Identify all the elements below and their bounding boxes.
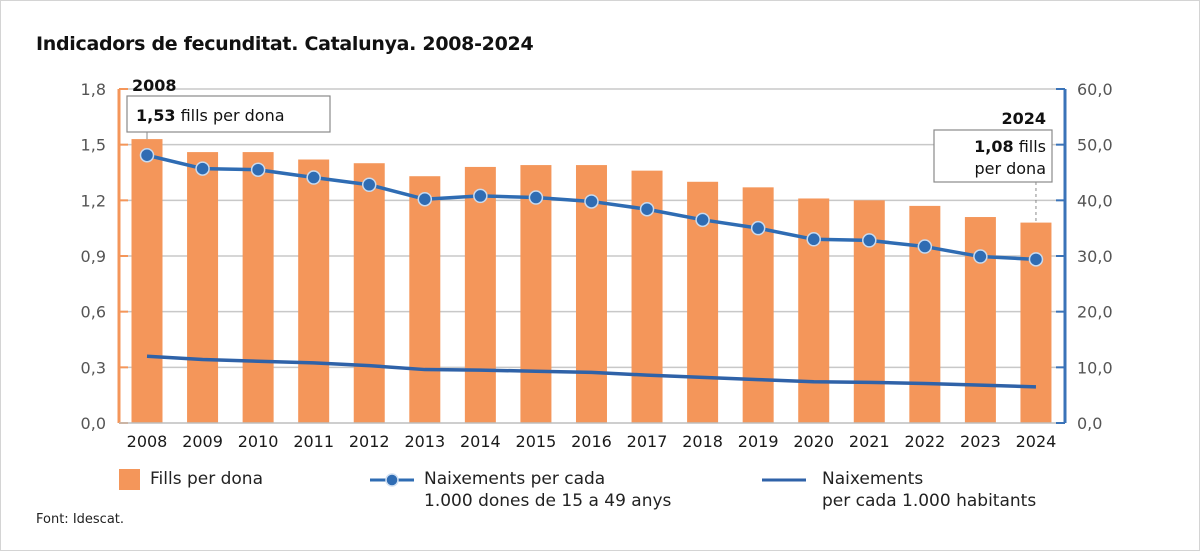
dot-births-per-women	[806, 232, 821, 247]
axes: 0,0 0,3 0,6 0,9 1,2 1,5 1,8 0,0 10,0 20,0 30,0 40,0…	[81, 80, 1113, 451]
dot-births-per-women	[1028, 252, 1044, 267]
dot-births-per-women	[584, 194, 599, 209]
x-tick-label: 2023	[960, 432, 1001, 451]
annotation-box-2008	[126, 95, 331, 133]
dot-births-per-women	[139, 147, 155, 163]
x-tick-label: 2021	[849, 432, 890, 451]
legend-item-births-women: Naixements per cada 1.000 dones de 15 a …	[424, 468, 671, 512]
legend-swatch-fills	[119, 469, 140, 490]
dot-births-per-women	[417, 191, 433, 207]
bar-fills-per-dona	[409, 176, 441, 423]
right-axis-tick-label: 20,0	[1077, 303, 1113, 322]
chart-title: Indicadors de fecunditat. Catalunya. 200…	[36, 33, 534, 55]
right-axis-tick-label: 0,0	[1077, 414, 1102, 433]
legend-marker-line-plain	[762, 478, 806, 482]
right-axis-tick-label: 60,0	[1077, 80, 1113, 99]
legend-label-births-women-1: Naixements per cada	[424, 469, 606, 489]
dot-births-per-women	[528, 190, 544, 205]
line-series	[139, 147, 1044, 389]
bar-series	[131, 139, 1052, 424]
right-axis-tick-label: 10,0	[1077, 358, 1113, 377]
annotation-value-2008: 1,53	[136, 106, 175, 125]
dot-births-per-women	[750, 220, 766, 236]
x-tick-label: 2022	[904, 432, 945, 451]
bar-fills-per-dona	[242, 152, 274, 424]
right-axis-tick-label: 40,0	[1077, 191, 1113, 210]
annotation-text-2008: 1,53 fills per dona	[136, 106, 285, 125]
legend-label-fills: Fills per dona	[150, 469, 263, 489]
x-tick-label: 2008	[127, 432, 168, 451]
annotation-year-2008: 2008	[132, 76, 177, 95]
bar-fills-per-dona	[964, 217, 996, 423]
bar-fills-per-dona	[353, 163, 385, 423]
right-axis-tick-label: 50,0	[1077, 136, 1113, 155]
x-tick-label: 2018	[682, 432, 723, 451]
source-note: Font: Idescat.	[36, 512, 125, 527]
annotation-label-2008: fills per dona	[175, 106, 284, 125]
annotation-text-2024-line2: per dona	[974, 159, 1046, 178]
right-axis-tick-label: 30,0	[1077, 247, 1113, 266]
x-tick-label: 2016	[571, 432, 612, 451]
left-axis-tick-label: 1,8	[81, 80, 106, 99]
x-tick-label: 2019	[738, 432, 779, 451]
annotation-year-2024: 2024	[1001, 109, 1046, 128]
x-tick-label: 2017	[627, 432, 668, 451]
left-axis-tick-label: 0,9	[81, 247, 106, 266]
left-axis-tick-label: 0,0	[81, 414, 106, 433]
dot-births-per-women	[361, 177, 377, 192]
legend-marker-line-dots	[370, 473, 414, 487]
bar-fills-per-dona	[187, 152, 219, 424]
left-axis-tick-label: 1,5	[81, 136, 106, 155]
annotation-value-2024: 1,08	[974, 137, 1013, 156]
bar-fills-per-dona	[131, 139, 163, 423]
legend-label-births-women-2: 1.000 dones de 15 a 49 anys	[424, 491, 672, 511]
left-axis-tick-label: 0,3	[81, 358, 106, 377]
x-tick-label: 2011	[293, 432, 334, 451]
x-tick-label: 2020	[793, 432, 834, 451]
x-tick-label: 2015	[516, 432, 557, 451]
dot-births-per-women	[639, 201, 655, 217]
dot-births-per-women	[195, 161, 210, 176]
dot-births-per-women	[973, 249, 988, 264]
bar-fills-per-dona	[520, 165, 552, 424]
bar-fills-per-dona	[298, 159, 330, 423]
x-tick-label: 2009	[182, 432, 223, 451]
annotation-text-2024-line1: 1,08 fills	[974, 137, 1046, 156]
left-axis-tick-label: 1,2	[81, 191, 106, 210]
annotations: 2008 1,53 fills per dona 2024 1,08 fills per…	[126, 76, 1053, 223]
dot-births-per-women	[306, 170, 321, 185]
left-axis-tick-label: 0,6	[81, 303, 106, 322]
x-tick-label: 2013	[404, 432, 445, 451]
annotation-label-2024: fills	[1014, 137, 1046, 156]
legend-item-fills: Fills per dona	[150, 468, 263, 490]
dot-births-per-women	[917, 239, 933, 254]
legend-item-births-inhabitants: Naixements per cada 1.000 habitants	[822, 468, 1036, 512]
legend-label-births-inhabitants-1: Naixements	[822, 469, 924, 489]
dot-births-per-women	[473, 188, 488, 204]
x-tick-label: 2024	[1016, 432, 1057, 451]
x-tick-label: 2014	[460, 432, 501, 451]
bar-fills-per-dona	[464, 166, 496, 423]
bar-fills-per-dona	[909, 205, 941, 423]
line-births-per-inhabitants	[146, 354, 1037, 389]
annotation-box-2024	[933, 129, 1053, 183]
dot-births-per-women	[862, 233, 877, 248]
dot-births-per-women	[250, 162, 266, 177]
x-tick-label: 2010	[238, 432, 279, 451]
dot-births-per-women	[695, 212, 710, 228]
x-tick-label: 2012	[349, 432, 390, 451]
legend-label-births-inhabitants-2: per cada 1.000 habitants	[822, 491, 1037, 511]
